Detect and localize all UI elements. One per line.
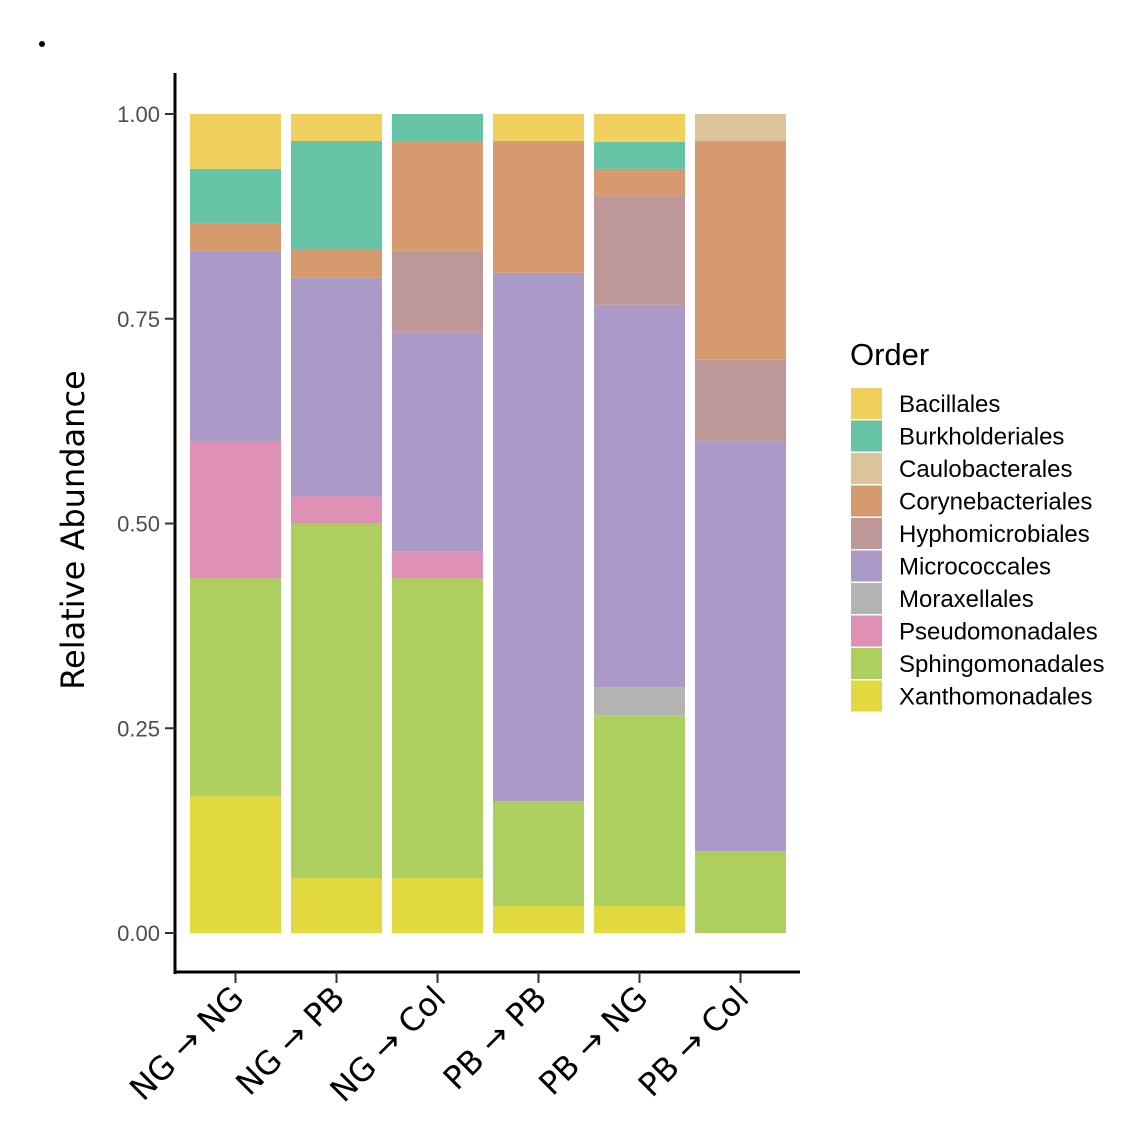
legend-label: Sphingomonadales (899, 651, 1105, 678)
y-ticks-group: 0.00 0.25 0.50 0.75 1.00 (117, 102, 175, 946)
bar-segment (291, 496, 382, 524)
legend-title: Order (850, 337, 929, 372)
bar-segment (493, 141, 584, 273)
legend-label: Corynebacteriales (899, 489, 1092, 516)
legend-swatch (851, 453, 882, 484)
bar-segment (392, 332, 483, 552)
bar-segment (695, 851, 786, 933)
bar-segment (392, 578, 483, 879)
bar-segment (392, 114, 483, 142)
bar-segment (392, 250, 483, 333)
bar-segment (695, 441, 786, 852)
bar-segment (493, 801, 584, 906)
bar-segment (291, 249, 382, 278)
bar-segment (594, 905, 685, 933)
legend-swatch (851, 680, 882, 712)
legend-label: Pseudomonadales (899, 619, 1098, 646)
legend-swatch (851, 583, 882, 614)
x-tick-label: PB → Col (631, 979, 756, 1104)
bar-segment (190, 796, 281, 933)
y-tick-label: 0.50 (117, 512, 160, 537)
bar-segment (291, 523, 382, 879)
legend-label: Hyphomicrobiales (899, 521, 1090, 548)
bar-segment (594, 114, 685, 142)
bar-segment (594, 168, 685, 196)
corner-dot (39, 41, 45, 47)
legend-label: Caulobacterales (899, 456, 1072, 483)
bar-segment (493, 905, 584, 933)
bar-segment (594, 304, 685, 688)
bar-segment (291, 114, 382, 142)
bar-segment (190, 168, 281, 223)
legend-swatch (851, 518, 882, 549)
bar-segment (493, 272, 584, 802)
legend-swatch (851, 615, 882, 647)
bar-segment (190, 441, 281, 579)
bar-segment (594, 715, 685, 906)
legend-swatch (851, 420, 882, 452)
bar-segment (392, 141, 483, 251)
legend-swatch (851, 485, 882, 517)
bar-segment (190, 250, 281, 442)
bar-segment (190, 222, 281, 251)
y-tick-label: 0.00 (117, 921, 160, 946)
bar-segment (594, 141, 685, 169)
bar-segment (190, 114, 281, 169)
y-axis-title: Relative Abundance (54, 370, 92, 689)
bar-segment (594, 195, 685, 305)
legend-label: Bacillales (899, 391, 1000, 418)
legend-label: Xanthomonadales (899, 684, 1092, 711)
y-tick-label: 0.25 (117, 716, 160, 741)
legend-swatch (851, 648, 882, 679)
bar-segment (190, 578, 281, 797)
bar-segment (695, 141, 786, 360)
bar-segment (493, 114, 584, 142)
bar-segment (291, 878, 382, 933)
bar-segment (291, 277, 382, 497)
bars-group (190, 114, 786, 933)
bar-segment (291, 141, 382, 250)
legend-swatch (851, 550, 882, 582)
x-tick-label: NG → NG (122, 979, 251, 1108)
legend: Bacillales Burkholderiales Caulobacterales… (851, 388, 1105, 712)
bar-segment (594, 687, 685, 716)
legend-swatch (851, 388, 882, 419)
bar-segment (695, 114, 786, 142)
legend-label: Moraxellales (899, 586, 1034, 613)
legend-label: Burkholderiales (899, 424, 1064, 451)
y-tick-label: 0.75 (117, 307, 160, 332)
bar-segment (695, 359, 786, 442)
legend-label: Micrococcales (899, 554, 1051, 581)
bar-segment (392, 878, 483, 933)
bar-segment (392, 551, 483, 579)
y-tick-label: 1.00 (117, 102, 160, 127)
